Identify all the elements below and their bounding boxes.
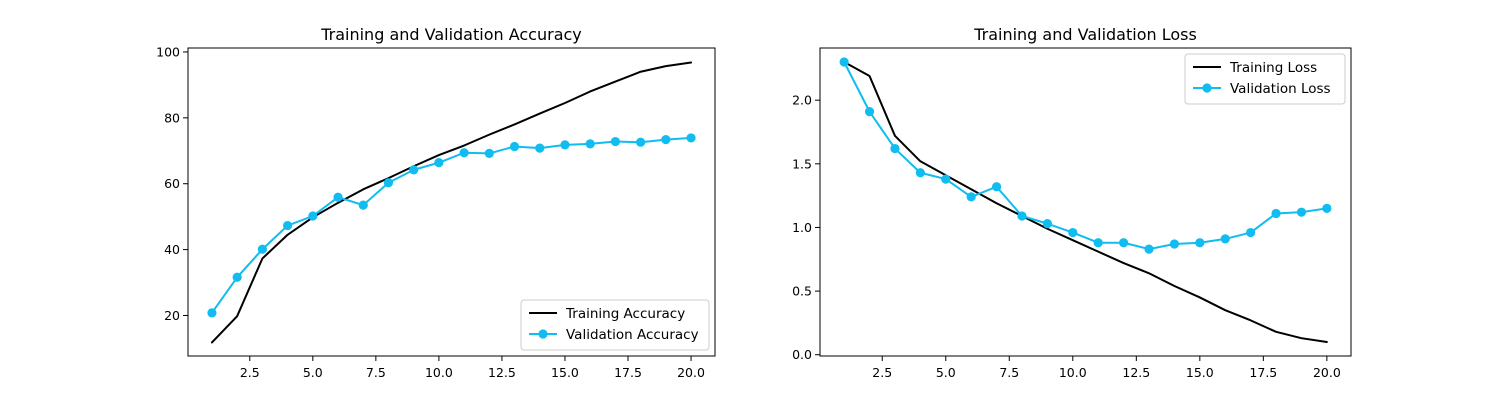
data-point [610, 136, 621, 147]
y-tick-label: 40 [164, 242, 180, 257]
data-point [1296, 207, 1307, 217]
data-point [535, 143, 545, 153]
data-point [941, 174, 951, 184]
data-point [839, 57, 849, 67]
plot-frame [819, 47, 1352, 357]
x-tick-label: 12.5 [488, 365, 516, 380]
data-point [383, 178, 394, 188]
data-point [1119, 238, 1129, 248]
legend-label: Validation Loss [1230, 81, 1331, 97]
legend: Training Loss Validation Loss [1184, 53, 1346, 105]
y-tick-label: 1.5 [792, 156, 812, 171]
data-point [358, 200, 368, 210]
y-tick-label: 100 [156, 44, 180, 59]
data-point [509, 141, 520, 152]
x-tick-label: 7.5 [999, 365, 1019, 380]
x-tick-label: 15.0 [551, 365, 579, 380]
data-point [1271, 208, 1281, 219]
legend-box [1184, 53, 1346, 105]
y-tick-label: 1.0 [792, 220, 812, 235]
data-point [1068, 227, 1078, 238]
chart-title: Training and Validation Accuracy [320, 25, 582, 44]
legend-label: Training Accuracy [565, 306, 685, 322]
x-tick-label: 17.5 [1249, 365, 1277, 380]
data-point [207, 308, 217, 318]
y-tick-label: 20 [164, 308, 180, 323]
data-point [585, 139, 595, 149]
data-point [409, 165, 419, 175]
data-point [636, 137, 646, 147]
x-tick-label: 10.0 [425, 365, 453, 380]
data-point [1322, 203, 1332, 213]
x-tick-label: 5.0 [936, 365, 956, 380]
data-point [686, 133, 696, 143]
data-point [333, 192, 343, 202]
y-tick-label: 80 [164, 110, 180, 125]
data-point [1093, 238, 1103, 248]
data-point [1246, 227, 1256, 238]
plot-frame [187, 47, 716, 357]
legend: Training Accuracy Validation Accuracy [520, 299, 710, 351]
y-tick-label: 0.0 [792, 347, 812, 362]
data-point [1144, 244, 1154, 254]
data-point [232, 272, 242, 282]
loss-chart: Training and Validation Loss 2.5 5.0 7.5 10.… [792, 25, 1352, 380]
accuracy-chart: Training and Validation Accuracy 2.5 5.0 7.… [156, 25, 716, 380]
x-tick-label: 10.0 [1059, 365, 1087, 380]
x-tick-label: 2.5 [240, 365, 260, 380]
data-point [991, 182, 1002, 192]
y-tick-label: 2.0 [792, 93, 812, 108]
x-tick-label: 12.5 [1122, 365, 1150, 380]
x-tick-label: 17.5 [614, 365, 642, 380]
y-tick-label: 60 [164, 176, 180, 191]
data-point [1169, 239, 1180, 249]
data-point [1017, 211, 1027, 221]
x-tick-label: 7.5 [366, 365, 386, 380]
data-point [308, 211, 318, 221]
y-tick-label: 0.5 [792, 284, 812, 299]
data-point [1220, 234, 1230, 244]
legend-label: Training Loss [1229, 60, 1317, 76]
data-point [864, 107, 875, 117]
data-point [966, 192, 976, 202]
data-point [459, 148, 469, 158]
legend-swatch-marker [538, 329, 548, 339]
x-tick-label: 20.0 [677, 365, 705, 380]
chart-title: Training and Validation Loss [973, 25, 1197, 44]
legend-label: Validation Accuracy [566, 327, 699, 343]
x-tick-label: 15.0 [1186, 365, 1214, 380]
data-point [1042, 219, 1052, 229]
legend-box [520, 299, 710, 351]
series-line-0 [210, 61, 693, 344]
data-point [890, 143, 900, 154]
x-tick-label: 5.0 [303, 365, 323, 380]
legend-swatch-marker [1202, 83, 1212, 93]
x-tick-label: 20.0 [1313, 365, 1341, 380]
data-point [434, 158, 444, 168]
data-point [484, 148, 494, 159]
series-line-0 [843, 61, 1328, 343]
data-point [661, 134, 671, 145]
data-point [915, 168, 925, 178]
data-point [283, 220, 293, 231]
data-point [1195, 238, 1205, 248]
data-point [257, 244, 267, 254]
data-point [560, 140, 570, 150]
x-tick-label: 2.5 [872, 365, 892, 380]
